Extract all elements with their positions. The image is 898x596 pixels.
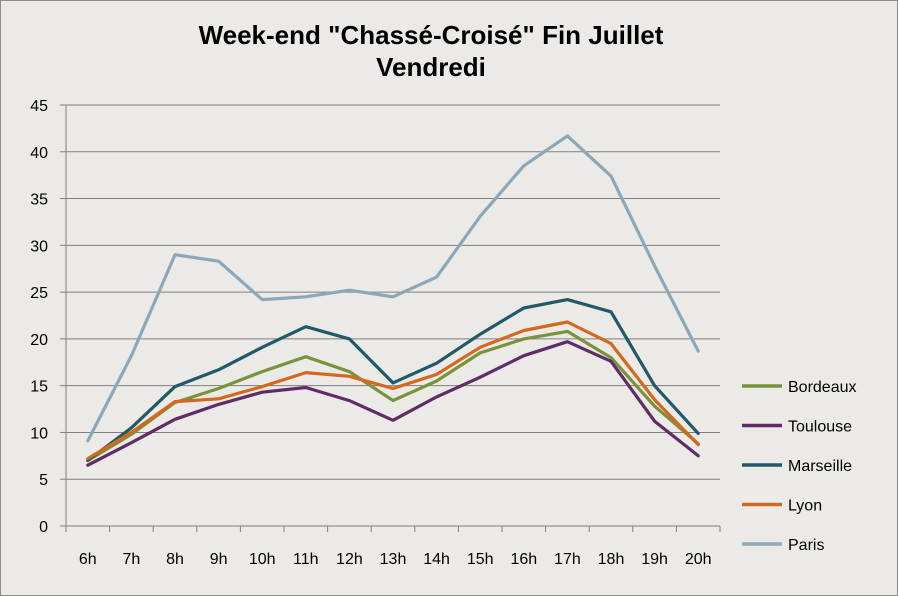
y-tick-label: 0 xyxy=(39,519,48,536)
x-tick-label: 20h xyxy=(685,551,712,568)
chart-subtitle: Vendredi xyxy=(376,52,486,82)
legend-label: Bordeaux xyxy=(788,379,857,396)
legend-label: Paris xyxy=(788,537,824,554)
grid-lines xyxy=(65,104,720,527)
y-tick-label: 45 xyxy=(30,98,48,115)
y-tick-label: 25 xyxy=(30,285,48,302)
series-line-lyon xyxy=(86,320,700,461)
series-line-marseille xyxy=(86,298,700,463)
legend-item-toulouse: Toulouse xyxy=(742,419,852,436)
x-tick-label: 19h xyxy=(641,551,668,568)
x-tick-label: 7h xyxy=(123,551,141,568)
x-tick-label: 10h xyxy=(249,551,276,568)
x-tick-label: 6h xyxy=(79,551,97,568)
series-line-toulouse xyxy=(86,340,700,467)
x-tick-label: 11h xyxy=(293,551,319,568)
y-tick-label: 40 xyxy=(30,145,48,162)
series-line-bordeaux xyxy=(86,329,700,463)
legend-item-paris: Paris xyxy=(742,537,824,554)
y-tick-label: 35 xyxy=(30,192,48,209)
x-tick-label: 18h xyxy=(598,551,625,568)
legend-label: Toulouse xyxy=(788,419,852,436)
x-axis-ticks: 6h 7h 8h 9h 10h 11h 12h 13h 14h 15h 16h 17h 18h 19h 20… xyxy=(65,526,721,568)
legend-item-marseille: Marseille xyxy=(742,458,852,475)
legend: Bordeaux Toulouse Marseille Lyon Paris xyxy=(742,379,857,554)
legend-item-lyon: Lyon xyxy=(742,498,822,515)
chart-title: Week-end "Chassé-Croisé" Fin Juillet xyxy=(199,20,664,50)
y-tick-label: 5 xyxy=(39,472,48,489)
x-tick-label: 13h xyxy=(380,551,407,568)
y-tick-label: 30 xyxy=(30,238,48,255)
y-tick-label: 15 xyxy=(30,379,48,396)
x-tick-label: 17h xyxy=(554,551,581,568)
legend-item-bordeaux: Bordeaux xyxy=(742,379,857,396)
x-tick-label: 12h xyxy=(336,551,363,568)
series-lines xyxy=(86,134,700,467)
x-tick-label: 15h xyxy=(467,551,494,568)
legend-label: Lyon xyxy=(788,498,822,515)
y-tick-label: 10 xyxy=(30,425,48,442)
x-tick-label: 8h xyxy=(166,551,184,568)
y-tick-label: 20 xyxy=(30,332,48,349)
legend-label: Marseille xyxy=(788,458,852,475)
x-tick-label: 14h xyxy=(423,551,450,568)
x-tick-label: 16h xyxy=(510,551,537,568)
series-line-paris xyxy=(86,134,700,443)
x-tick-label: 9h xyxy=(210,551,228,568)
y-axis-ticks: 0 5 10 15 20 25 30 35 40 45 xyxy=(30,98,66,536)
